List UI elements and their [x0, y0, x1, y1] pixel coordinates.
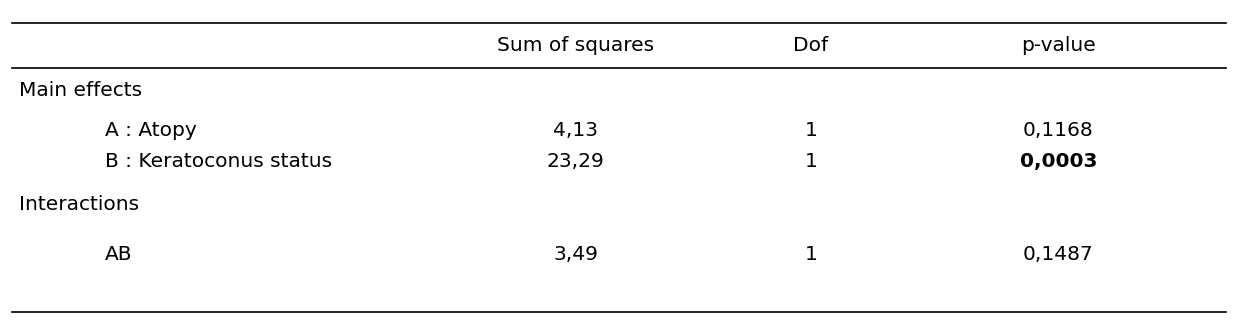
Text: Main effects: Main effects — [19, 80, 141, 99]
Text: 0,0003: 0,0003 — [1020, 153, 1097, 172]
Text: p-value: p-value — [1021, 35, 1096, 55]
Text: 4,13: 4,13 — [553, 120, 598, 139]
Text: 1: 1 — [805, 120, 817, 139]
Text: A : Atopy: A : Atopy — [105, 120, 197, 139]
Text: B : Keratoconus status: B : Keratoconus status — [105, 153, 332, 172]
Text: 1: 1 — [805, 153, 817, 172]
Text: 0,1168: 0,1168 — [1023, 120, 1094, 139]
Text: 1: 1 — [805, 245, 817, 264]
Text: 23,29: 23,29 — [547, 153, 604, 172]
Text: Dof: Dof — [794, 35, 828, 55]
Text: Interactions: Interactions — [19, 195, 139, 214]
Text: AB: AB — [105, 245, 132, 264]
Text: 3,49: 3,49 — [553, 245, 598, 264]
Text: Sum of squares: Sum of squares — [498, 35, 654, 55]
Text: 0,1487: 0,1487 — [1023, 245, 1094, 264]
